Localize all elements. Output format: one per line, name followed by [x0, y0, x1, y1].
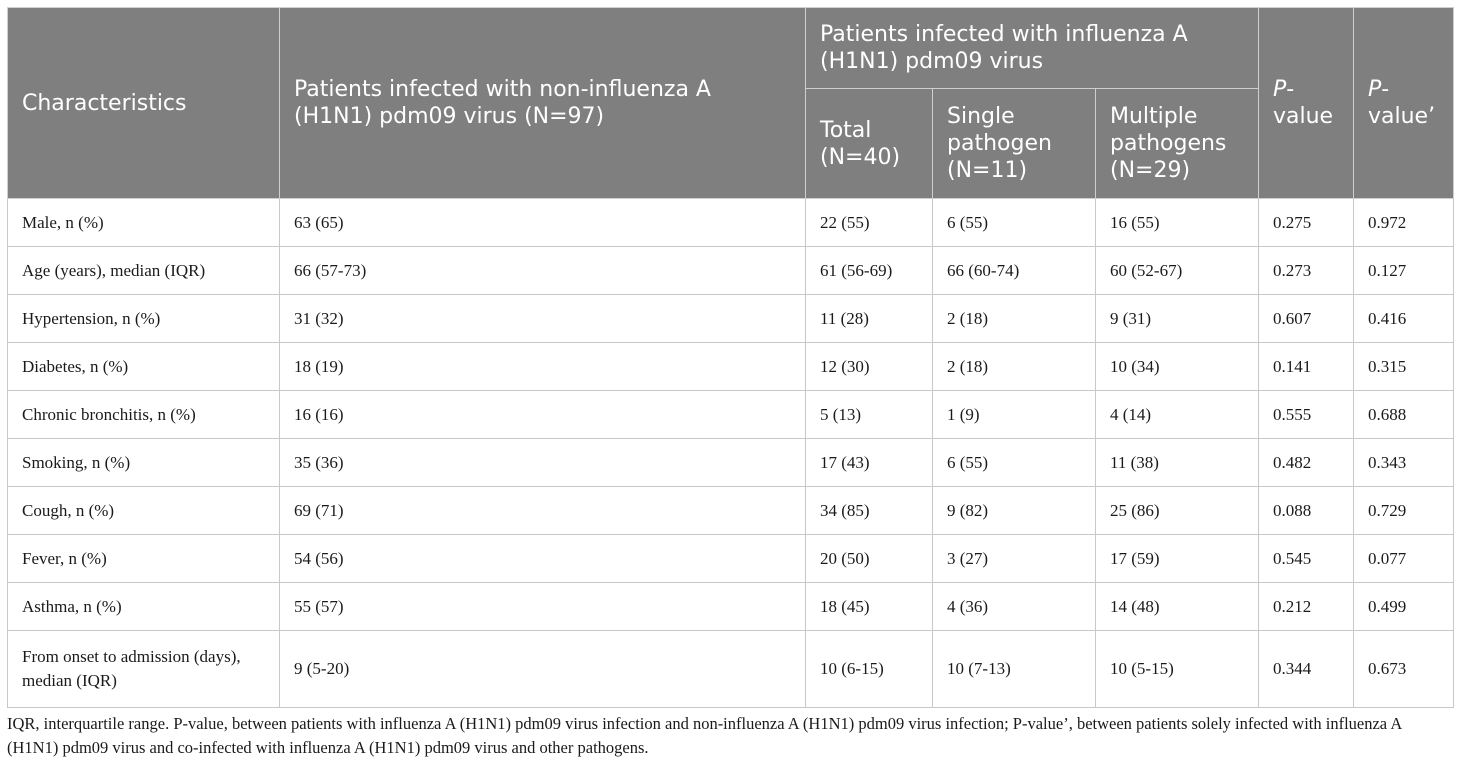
row-label: Cough, n (%) — [7, 486, 280, 535]
cell-total: 17 (43) — [805, 438, 933, 487]
table-row: From onset to admission (days), median (… — [7, 630, 1454, 708]
cell-p-value: 0.273 — [1258, 246, 1354, 295]
table-container: Characteristics Patients infected with n… — [7, 7, 1454, 760]
cell-non-influenza: 55 (57) — [279, 582, 806, 631]
cell-total: 20 (50) — [805, 534, 933, 583]
row-label: From onset to admission (days), median (… — [7, 630, 280, 708]
cell-non-influenza: 66 (57-73) — [279, 246, 806, 295]
header-non-influenza: Patients infected with non-influenza A (… — [279, 7, 806, 199]
row-label: Chronic bronchitis, n (%) — [7, 390, 280, 439]
table-row: Male, n (%) 63 (65) 22 (55) 6 (55) 16 (5… — [7, 198, 1454, 247]
cell-p-value: 0.088 — [1258, 486, 1354, 535]
header-multiple-pathogens: Multiple pathogens (N=29) — [1095, 88, 1259, 199]
row-label: Diabetes, n (%) — [7, 342, 280, 391]
cell-single: 3 (27) — [932, 534, 1096, 583]
cell-total: 22 (55) — [805, 198, 933, 247]
header-p-value-italic: P — [1273, 77, 1287, 102]
cell-single: 2 (18) — [932, 294, 1096, 343]
cell-p-value: 0.275 — [1258, 198, 1354, 247]
cell-p-value-prime: 0.077 — [1353, 534, 1454, 583]
cell-p-value-prime: 0.972 — [1353, 198, 1454, 247]
header-influenza-group: Patients infected with influenza A (H1N1… — [805, 7, 1259, 89]
table-row: Chronic bronchitis, n (%) 16 (16) 5 (13)… — [7, 390, 1454, 439]
cell-total: 18 (45) — [805, 582, 933, 631]
cell-multiple: 14 (48) — [1095, 582, 1259, 631]
cell-total: 34 (85) — [805, 486, 933, 535]
cell-multiple: 25 (86) — [1095, 486, 1259, 535]
table-row: Asthma, n (%) 55 (57) 18 (45) 4 (36) 14 … — [7, 582, 1454, 631]
cell-non-influenza: 9 (5-20) — [279, 630, 806, 708]
cell-non-influenza: 69 (71) — [279, 486, 806, 535]
header-p-value-rest: -value — [1273, 77, 1334, 129]
cell-non-influenza: 54 (56) — [279, 534, 806, 583]
cell-p-value: 0.212 — [1258, 582, 1354, 631]
cell-multiple: 60 (52-67) — [1095, 246, 1259, 295]
table-footnote: IQR, interquartile range. P-value, betwe… — [7, 714, 1402, 757]
table-row: Diabetes, n (%) 18 (19) 12 (30) 2 (18) 1… — [7, 342, 1454, 391]
cell-non-influenza: 63 (65) — [279, 198, 806, 247]
cell-p-value-prime: 0.127 — [1353, 246, 1454, 295]
cell-single: 6 (55) — [932, 438, 1096, 487]
cell-single: 4 (36) — [932, 582, 1096, 631]
row-label: Smoking, n (%) — [7, 438, 280, 487]
cell-p-value-prime: 0.499 — [1353, 582, 1454, 631]
cell-non-influenza: 31 (32) — [279, 294, 806, 343]
cell-multiple: 4 (14) — [1095, 390, 1259, 439]
header-row-1: Characteristics Patients infected with n… — [7, 7, 1454, 199]
cell-non-influenza: 18 (19) — [279, 342, 806, 391]
cell-total: 11 (28) — [805, 294, 933, 343]
cell-p-value-prime: 0.673 — [1353, 630, 1454, 708]
cell-multiple: 10 (5-15) — [1095, 630, 1259, 708]
cell-single: 2 (18) — [932, 342, 1096, 391]
cell-p-value-prime: 0.729 — [1353, 486, 1454, 535]
cell-single: 10 (7-13) — [932, 630, 1096, 708]
row-label: Male, n (%) — [7, 198, 280, 247]
table-row: Smoking, n (%) 35 (36) 17 (43) 6 (55) 11… — [7, 438, 1454, 487]
cell-non-influenza: 16 (16) — [279, 390, 806, 439]
header-p-value-prime-italic: P — [1368, 77, 1382, 102]
header-single-pathogen: Single pathogen (N=11) — [932, 88, 1096, 199]
cell-p-value-prime: 0.343 — [1353, 438, 1454, 487]
row-label: Hypertension, n (%) — [7, 294, 280, 343]
cell-single: 1 (9) — [932, 390, 1096, 439]
cell-multiple: 10 (34) — [1095, 342, 1259, 391]
characteristics-table: Characteristics Patients infected with n… — [7, 7, 1454, 708]
header-characteristics: Characteristics — [7, 7, 280, 199]
cell-p-value-prime: 0.688 — [1353, 390, 1454, 439]
cell-non-influenza: 35 (36) — [279, 438, 806, 487]
cell-p-value: 0.482 — [1258, 438, 1354, 487]
table-row: Fever, n (%) 54 (56) 20 (50) 3 (27) 17 (… — [7, 534, 1454, 583]
row-label: Fever, n (%) — [7, 534, 280, 583]
cell-single: 6 (55) — [932, 198, 1096, 247]
table-row: Cough, n (%) 69 (71) 34 (85) 9 (82) 25 (… — [7, 486, 1454, 535]
row-label: Age (years), median (IQR) — [7, 246, 280, 295]
header-p-value: P-value — [1258, 7, 1354, 199]
header-total: Total (N=40) — [805, 88, 933, 199]
cell-multiple: 16 (55) — [1095, 198, 1259, 247]
cell-p-value: 0.607 — [1258, 294, 1354, 343]
cell-multiple: 9 (31) — [1095, 294, 1259, 343]
cell-multiple: 17 (59) — [1095, 534, 1259, 583]
table-row: Hypertension, n (%) 31 (32) 11 (28) 2 (1… — [7, 294, 1454, 343]
cell-total: 12 (30) — [805, 342, 933, 391]
cell-p-value: 0.555 — [1258, 390, 1354, 439]
cell-total: 5 (13) — [805, 390, 933, 439]
cell-p-value-prime: 0.315 — [1353, 342, 1454, 391]
cell-p-value-prime: 0.416 — [1353, 294, 1454, 343]
row-label: Asthma, n (%) — [7, 582, 280, 631]
header-row-2: Total (N=40) Single pathogen (N=11) Mult… — [8, 88, 1454, 199]
cell-p-value: 0.545 — [1258, 534, 1354, 583]
cell-total: 10 (6-15) — [805, 630, 933, 708]
cell-total: 61 (56-69) — [805, 246, 933, 295]
cell-p-value: 0.344 — [1258, 630, 1354, 708]
cell-multiple: 11 (38) — [1095, 438, 1259, 487]
header-p-value-prime-rest: -value’ — [1368, 77, 1436, 129]
cell-single: 9 (82) — [932, 486, 1096, 535]
cell-p-value: 0.141 — [1258, 342, 1354, 391]
cell-single: 66 (60-74) — [932, 246, 1096, 295]
header-p-value-prime: P-value’ — [1353, 7, 1454, 199]
table-row: Age (years), median (IQR) 66 (57-73) 61 … — [7, 246, 1454, 295]
